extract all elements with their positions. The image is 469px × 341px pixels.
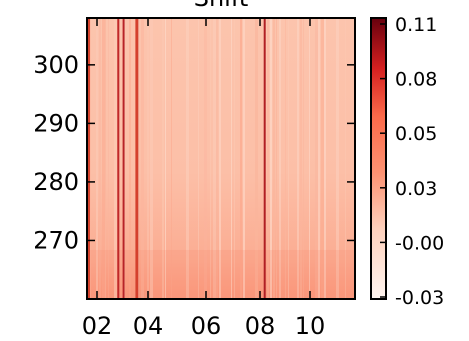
x-tick-label: 08 <box>245 312 276 340</box>
heatmap-column <box>267 18 269 299</box>
x-tick-label: 04 <box>133 312 164 340</box>
heatmap-column <box>129 18 131 299</box>
heatmap-column <box>255 18 258 299</box>
heatmap-column <box>102 18 105 299</box>
y-tick-label: 290 <box>33 109 79 137</box>
heatmap-column <box>108 18 109 299</box>
heatmap-column <box>171 18 172 299</box>
heatmap-column <box>204 18 207 299</box>
heatmap-column <box>216 18 218 299</box>
heatmap-column <box>240 18 242 299</box>
heatmap-column <box>243 18 245 299</box>
heatmap-column <box>270 18 272 299</box>
heatmap-column <box>276 18 277 299</box>
heatmap-column <box>321 18 324 299</box>
colorbar-tick-label: 0.05 <box>395 123 437 145</box>
heatmap-column <box>309 18 310 299</box>
heatmap-column <box>288 18 289 299</box>
heatmap-column <box>345 18 346 299</box>
heatmap-column <box>315 18 318 299</box>
heatmap-column <box>162 18 164 299</box>
colorbar-tick-label: -0.00 <box>395 232 444 254</box>
y-axis: 300 290 280 270 <box>33 51 355 254</box>
heatmap-column <box>213 18 216 299</box>
y-tick-label: 270 <box>33 226 79 254</box>
x-axis: 02 04 06 08 10 <box>82 18 326 340</box>
colorbar-gradient <box>370 17 387 300</box>
heatmap-column <box>165 18 166 299</box>
heatmap-column <box>279 18 281 299</box>
heatmap-column <box>273 18 275 299</box>
heatmap-column <box>99 18 101 299</box>
heatmap-body <box>87 18 355 299</box>
heatmap-column <box>96 18 98 299</box>
heatmap-stripes <box>87 18 355 299</box>
chart-title: Shift <box>194 0 249 12</box>
heatmap-dark-stripe <box>117 18 120 299</box>
heatmap-lower-band <box>87 250 355 299</box>
heatmap-column <box>336 18 339 299</box>
heatmap-dark-stripe <box>135 18 139 299</box>
heatmap-column <box>210 18 211 299</box>
heatmap-column <box>303 18 304 299</box>
heatmap-column <box>150 18 153 299</box>
heatmap-column <box>141 18 144 299</box>
heatmap-column <box>105 18 106 299</box>
plot-frame <box>86 17 356 300</box>
x-tick-label: 06 <box>191 312 222 340</box>
heatmap-column <box>90 18 91 299</box>
heatmap-dark-stripe <box>263 18 266 299</box>
colorbar: 0.11 0.08 0.05 0.03 -0.00 -0.03 <box>370 14 444 309</box>
heatmap-column <box>234 18 235 299</box>
x-tick-label: 10 <box>295 312 326 340</box>
y-tick-label: 280 <box>33 168 79 196</box>
heatmap-column <box>114 18 117 299</box>
heatmap-column <box>138 18 139 299</box>
y-tick-label: 300 <box>33 51 79 79</box>
x-tick-label: 02 <box>82 312 113 340</box>
heatmap-dark-stripe <box>122 18 125 299</box>
heatmap-column <box>285 18 286 299</box>
heatmap-column <box>297 18 299 299</box>
colorbar-tick-label: 0.11 <box>395 14 437 36</box>
heatmap-column <box>318 18 320 299</box>
heatmap-column <box>324 18 326 299</box>
colorbar-tick-label: 0.03 <box>395 178 437 200</box>
heatmap-column <box>231 18 232 299</box>
heatmap-column <box>186 18 189 299</box>
heatmap-dark-stripe <box>88 18 90 299</box>
colorbar-tick-label: 0.08 <box>395 69 437 91</box>
colorbar-tick-label: -0.03 <box>395 287 444 309</box>
heatmap-column <box>147 18 149 299</box>
heatmap-column <box>300 18 302 299</box>
heatmap-column <box>219 18 221 299</box>
colorbar-ticks: 0.11 0.08 0.05 0.03 -0.00 -0.03 <box>380 14 444 309</box>
heatmap-column <box>198 18 199 299</box>
